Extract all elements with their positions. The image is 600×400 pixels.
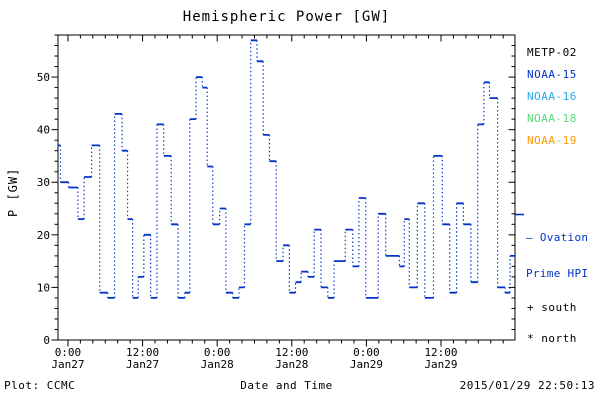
svg-text:Jan27: Jan27	[51, 358, 84, 371]
legend-item-metp02: METP-02	[527, 46, 577, 59]
legend-marker-north: * north	[527, 332, 577, 345]
svg-text:0: 0	[43, 334, 50, 347]
x-axis-label: Date and Time	[240, 379, 333, 392]
legend-item-noaa18: NOAA-18	[527, 112, 577, 125]
legend-item-noaa16: NOAA-16	[527, 90, 577, 103]
svg-text:Jan28: Jan28	[201, 358, 234, 371]
svg-text:12:00: 12:00	[275, 346, 308, 359]
svg-text:Jan28: Jan28	[275, 358, 308, 371]
legend-marker-south: + south	[527, 301, 577, 314]
asterisk-symbol-icon: *	[527, 332, 535, 345]
y-axis-label: P [GW]	[6, 167, 20, 217]
svg-text:20: 20	[37, 229, 50, 242]
plus-symbol-icon: +	[527, 301, 535, 314]
legend-ovation-line1: — Ovation	[526, 231, 589, 244]
legend-marker-north-label: north	[541, 332, 577, 345]
plot-timestamp: 2015/01/29 22:50:13	[459, 379, 595, 392]
svg-text:Jan29: Jan29	[350, 358, 383, 371]
svg-text:50: 50	[37, 71, 50, 84]
svg-text:0:00: 0:00	[55, 346, 82, 359]
legend-item-noaa15: NOAA-15	[527, 68, 577, 81]
legend-ovation-prime-hpi: — Ovation Prime HPI	[526, 208, 588, 304]
svg-text:Jan29: Jan29	[424, 358, 457, 371]
plot-credit: Plot: CCMC	[4, 379, 76, 392]
legend-marker-south-label: south	[541, 301, 577, 314]
svg-text:30: 30	[37, 176, 50, 189]
svg-text:12:00: 12:00	[424, 346, 457, 359]
legend-item-noaa19: NOAA-19	[527, 134, 577, 147]
svg-text:0:00: 0:00	[204, 346, 231, 359]
svg-text:40: 40	[37, 124, 50, 137]
svg-text:12:00: 12:00	[126, 346, 159, 359]
legend-ovation-line2: Prime HPI	[526, 267, 589, 280]
chart-title: Hemispheric Power [GW]	[182, 9, 391, 25]
svg-text:Jan27: Jan27	[126, 358, 159, 371]
svg-text:0:00: 0:00	[353, 346, 380, 359]
svg-text:10: 10	[37, 281, 50, 294]
